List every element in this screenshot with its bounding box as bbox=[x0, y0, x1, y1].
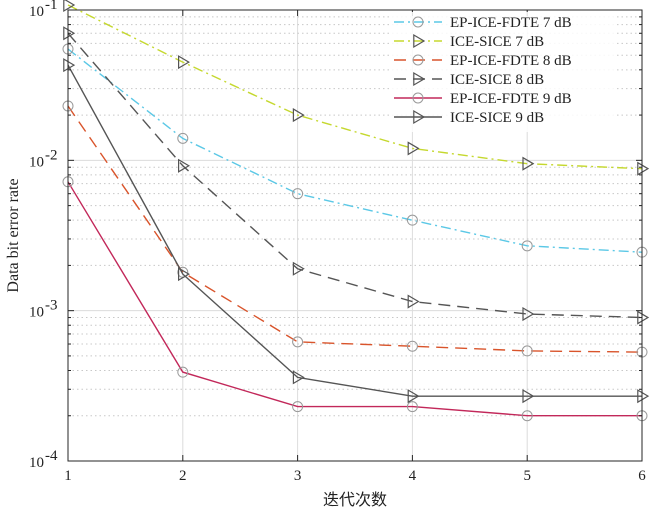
data-point-marker bbox=[522, 306, 535, 322]
legend-entry: EP-ICE-FDTE 8 dB bbox=[394, 53, 572, 69]
data-point-marker bbox=[521, 410, 533, 422]
legend-label: EP-ICE-FDTE 7 dB bbox=[450, 15, 572, 31]
data-point-marker bbox=[413, 109, 426, 125]
data-point-marker bbox=[637, 310, 650, 325]
legend-entry: EP-ICE-FDTE 7 dB bbox=[394, 15, 572, 31]
data-point-marker bbox=[412, 92, 424, 104]
data-point-marker bbox=[407, 141, 420, 156]
y-axis-title: Data bit error rate bbox=[5, 178, 22, 292]
series-5 bbox=[62, 176, 648, 422]
data-point-marker bbox=[292, 188, 304, 200]
data-point-marker bbox=[292, 108, 305, 123]
legend-entry: ICE-SICE 9 dB bbox=[394, 109, 544, 126]
y-tick-labels: 10-410-310-210-1 bbox=[29, 0, 58, 471]
y-tick-exponent: -4 bbox=[45, 448, 58, 464]
series-line bbox=[67, 181, 642, 417]
data-point-marker bbox=[522, 389, 535, 404]
x-tick-labels: 1 2 3 4 5 6 bbox=[64, 468, 646, 484]
series-line bbox=[67, 32, 643, 319]
data-point-marker bbox=[177, 366, 189, 378]
legend-entry: ICE-SICE 8 dB bbox=[394, 71, 544, 88]
legend-label: EP-ICE-FDTE 8 dB bbox=[450, 53, 572, 69]
x-tick-label: 4 bbox=[409, 468, 417, 484]
x-tick-label: 6 bbox=[638, 468, 646, 484]
y-tick-label: 10 bbox=[29, 154, 44, 170]
legend-background bbox=[390, 12, 614, 132]
data-point-marker bbox=[292, 261, 305, 276]
data-point-marker bbox=[292, 370, 305, 385]
legend-entry: ICE-SICE 7 dB bbox=[394, 33, 544, 50]
data-point-marker bbox=[407, 389, 420, 404]
x-tick-label: 3 bbox=[294, 468, 302, 484]
data-point-marker bbox=[292, 336, 304, 348]
data-point-marker bbox=[63, 26, 76, 41]
tick-marks bbox=[67, 10, 643, 462]
plot-frame bbox=[67, 9, 643, 462]
y-tick-label: 10 bbox=[29, 4, 44, 20]
data-point-marker bbox=[63, 58, 76, 73]
x-tick-label: 5 bbox=[523, 468, 531, 484]
legend-label: EP-ICE-FDTE 9 dB bbox=[450, 91, 572, 107]
data-point-marker bbox=[292, 401, 304, 413]
data-point-marker bbox=[412, 54, 424, 66]
y-tick-label: 10 bbox=[29, 455, 44, 471]
y-tick-exponent: -1 bbox=[45, 0, 58, 13]
y-tick-exponent: -2 bbox=[45, 147, 58, 163]
data-point-marker bbox=[522, 156, 535, 171]
legend: EP-ICE-FDTE 7 dB ICE-SICE 7 dB EP-ICE-FDTE… bbox=[390, 12, 614, 132]
series-6 bbox=[63, 58, 650, 404]
legend-entry: EP-ICE-FDTE 9 dB bbox=[394, 91, 572, 107]
data-point-marker bbox=[637, 389, 650, 404]
data-point-marker bbox=[637, 161, 650, 176]
data-point-marker bbox=[406, 401, 418, 413]
x-axis-title: 迭代次数 bbox=[323, 491, 387, 509]
data-point-marker bbox=[406, 340, 418, 352]
data-point-marker bbox=[413, 33, 426, 49]
data-point-marker bbox=[177, 132, 189, 144]
data-point-marker bbox=[521, 240, 533, 252]
data-point-marker bbox=[521, 345, 533, 357]
legend-label: ICE-SICE 7 dB bbox=[450, 34, 544, 50]
series-line bbox=[67, 64, 642, 397]
data-point-marker bbox=[413, 71, 426, 87]
data-point-marker bbox=[407, 294, 420, 309]
data-point-marker bbox=[178, 55, 190, 70]
series-line bbox=[67, 48, 643, 253]
data-point-marker bbox=[63, 0, 76, 13]
y-tick-exponent: -3 bbox=[45, 298, 58, 314]
y-tick-label: 10 bbox=[29, 305, 44, 321]
data-point-marker bbox=[178, 158, 190, 173]
x-tick-label: 1 bbox=[64, 468, 72, 484]
series-2 bbox=[63, 0, 650, 176]
x-tick-label: 2 bbox=[179, 468, 187, 484]
legend-label: ICE-SICE 9 dB bbox=[450, 110, 544, 126]
legend-label: ICE-SICE 8 dB bbox=[450, 72, 544, 88]
data-point-marker bbox=[412, 16, 424, 28]
data-point-marker bbox=[178, 267, 190, 282]
series-4 bbox=[63, 26, 650, 325]
data-point-marker bbox=[406, 214, 418, 226]
series-line bbox=[67, 4, 643, 170]
